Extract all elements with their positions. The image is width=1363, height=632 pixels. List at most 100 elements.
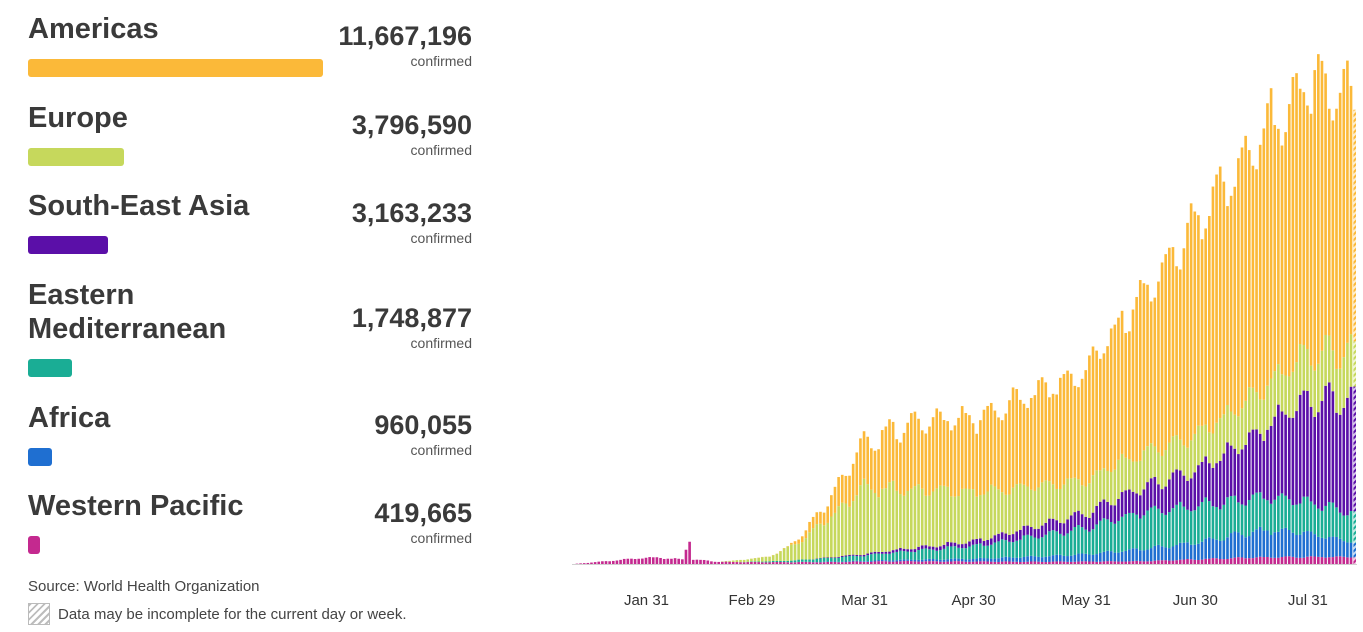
bar-americas — [1000, 420, 1004, 493]
bar-africa — [1131, 548, 1135, 562]
bar-south-east-asia — [1215, 463, 1218, 508]
bar-europe — [1015, 484, 1019, 532]
bar-western-pacific — [1313, 556, 1317, 564]
bar-south-east-asia — [1069, 515, 1073, 531]
bar-americas — [968, 415, 971, 489]
bar-south-east-asia — [975, 538, 979, 545]
bar-europe — [757, 557, 760, 562]
bar-eastern-mediterranean — [1335, 507, 1338, 537]
bar-western-pacific — [590, 562, 593, 564]
bar-americas — [1128, 331, 1131, 460]
bar-americas — [1247, 150, 1251, 388]
bar-eastern-mediterranean — [1233, 495, 1237, 532]
bar-africa — [1164, 547, 1168, 561]
bar-africa — [1178, 542, 1182, 560]
bar-western-pacific — [611, 560, 615, 564]
bar-africa — [1015, 557, 1019, 562]
bar-south-east-asia — [1218, 460, 1222, 510]
bar-western-pacific — [1189, 559, 1193, 564]
bar-europe — [1302, 345, 1306, 391]
bar-americas — [1182, 248, 1186, 446]
bar-eastern-mediterranean — [840, 556, 844, 562]
bar-europe — [1168, 442, 1171, 480]
bar-eastern-mediterranean — [1124, 514, 1128, 551]
region-confirmed-label: confirmed — [410, 442, 472, 458]
bar-eastern-mediterranean — [1215, 507, 1218, 540]
bar-americas — [1317, 54, 1320, 364]
bar-americas — [1255, 169, 1258, 393]
bars — [575, 54, 1356, 564]
bar-south-east-asia — [1258, 433, 1262, 493]
bar-europe — [1306, 348, 1309, 391]
bar-europe — [1251, 387, 1255, 430]
bar-western-pacific — [1240, 557, 1244, 564]
x-tick-label: Jun 30 — [1173, 592, 1218, 609]
bar-western-pacific — [1157, 560, 1160, 564]
bar-africa — [1095, 554, 1098, 562]
bar-western-pacific — [735, 562, 739, 564]
bar-europe — [735, 560, 739, 563]
bar-africa — [1349, 542, 1353, 558]
bar-africa — [1317, 536, 1320, 557]
bar-africa — [1120, 551, 1124, 562]
bar-western-pacific — [1109, 561, 1113, 564]
bar-eastern-mediterranean — [1146, 510, 1149, 550]
bar-south-east-asia — [1298, 394, 1302, 504]
bar-western-pacific — [608, 561, 611, 564]
bar-europe — [851, 501, 855, 555]
bar-south-east-asia — [1044, 522, 1048, 535]
bar-western-pacific — [884, 561, 888, 564]
bar-south-east-asia — [1022, 525, 1026, 536]
bar-eastern-mediterranean — [906, 551, 909, 560]
bar-africa — [1215, 539, 1218, 559]
bar-africa — [906, 559, 909, 561]
bar-south-east-asia — [1084, 516, 1088, 530]
bar-western-pacific — [1037, 561, 1040, 564]
bar-europe — [746, 559, 750, 562]
bar-europe — [811, 528, 815, 560]
bar-americas — [917, 418, 920, 485]
bar-south-east-asia — [971, 539, 975, 545]
bar-americas — [855, 452, 859, 496]
bar-europe — [815, 524, 819, 559]
bar-americas — [1037, 380, 1040, 488]
bar-europe — [953, 496, 957, 543]
bar-africa — [1044, 556, 1048, 563]
bar-eastern-mediterranean — [982, 545, 986, 559]
bar-south-east-asia — [997, 533, 1000, 542]
bar-western-pacific — [721, 561, 724, 564]
bar-europe — [1040, 482, 1044, 526]
bar-europe — [790, 544, 793, 561]
bar-eastern-mediterranean — [1095, 524, 1098, 555]
bar-africa — [851, 560, 855, 562]
bar-africa — [1273, 532, 1277, 558]
bar-western-pacific — [837, 562, 840, 564]
bar-africa — [880, 560, 884, 562]
bar-europe — [1157, 452, 1160, 485]
bar-western-pacific — [633, 558, 637, 564]
bar-africa — [1204, 538, 1207, 559]
bar-western-pacific — [862, 561, 866, 564]
bar-europe — [760, 557, 764, 562]
region-confirmed-label: confirmed — [410, 53, 472, 69]
bar-americas — [1342, 68, 1346, 358]
bar-americas — [1280, 145, 1284, 375]
bar-americas — [862, 431, 866, 479]
bar-eastern-mediterranean — [800, 559, 804, 562]
bar-americas — [971, 423, 975, 490]
bar-americas — [1131, 309, 1135, 462]
bar-south-east-asia — [1066, 519, 1069, 534]
bar-western-pacific — [742, 562, 746, 564]
bar-western-pacific — [971, 561, 975, 564]
bar-western-pacific — [1168, 560, 1171, 564]
bar-eastern-mediterranean — [757, 561, 760, 563]
bar-south-east-asia — [1233, 448, 1237, 496]
bar-americas — [1055, 394, 1058, 489]
bar-americas — [1004, 413, 1008, 495]
bar-africa — [1208, 537, 1211, 559]
bar-eastern-mediterranean — [1135, 514, 1138, 549]
bar-americas — [939, 411, 942, 486]
bar-eastern-mediterranean — [1324, 505, 1327, 539]
bar-south-east-asia — [964, 543, 968, 549]
bar-africa — [1102, 551, 1106, 562]
